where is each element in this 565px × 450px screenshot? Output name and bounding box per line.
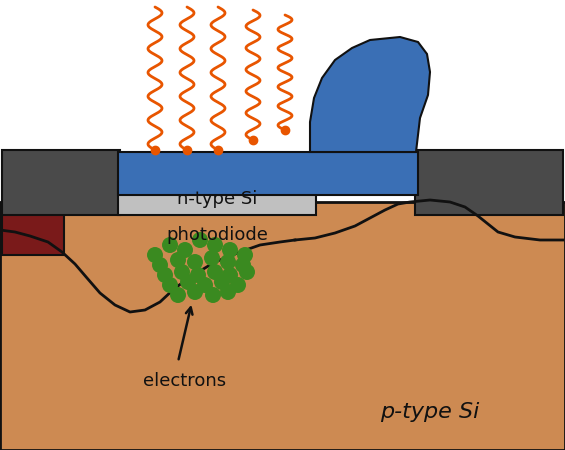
Circle shape xyxy=(220,254,236,270)
Circle shape xyxy=(230,277,246,293)
Text: p-type Si: p-type Si xyxy=(380,402,480,422)
Circle shape xyxy=(157,267,173,283)
Circle shape xyxy=(187,254,203,270)
Text: n-type Si: n-type Si xyxy=(177,190,257,208)
Circle shape xyxy=(222,242,238,258)
Bar xyxy=(0,202,565,450)
Text: photodiode: photodiode xyxy=(166,226,268,244)
Circle shape xyxy=(239,264,255,280)
Bar xyxy=(415,150,563,215)
Bar xyxy=(2,202,64,255)
Circle shape xyxy=(237,247,253,263)
Circle shape xyxy=(205,287,221,303)
Circle shape xyxy=(162,277,178,293)
Circle shape xyxy=(180,274,196,290)
Circle shape xyxy=(187,284,203,300)
Bar xyxy=(118,182,316,215)
Circle shape xyxy=(220,284,236,300)
Bar xyxy=(2,150,120,215)
Circle shape xyxy=(170,252,186,268)
Circle shape xyxy=(162,237,178,253)
Circle shape xyxy=(207,264,223,280)
Circle shape xyxy=(174,264,190,280)
Circle shape xyxy=(152,257,168,273)
Circle shape xyxy=(207,237,223,253)
Circle shape xyxy=(214,274,230,290)
Circle shape xyxy=(235,257,251,273)
Circle shape xyxy=(192,232,208,248)
Circle shape xyxy=(177,242,193,258)
Text: electrons: electrons xyxy=(144,372,227,390)
Circle shape xyxy=(204,250,220,266)
Circle shape xyxy=(222,267,238,283)
Circle shape xyxy=(147,247,163,263)
Circle shape xyxy=(170,287,186,303)
PathPatch shape xyxy=(310,37,430,152)
Bar xyxy=(118,152,418,195)
Circle shape xyxy=(197,277,213,293)
Circle shape xyxy=(190,267,206,283)
